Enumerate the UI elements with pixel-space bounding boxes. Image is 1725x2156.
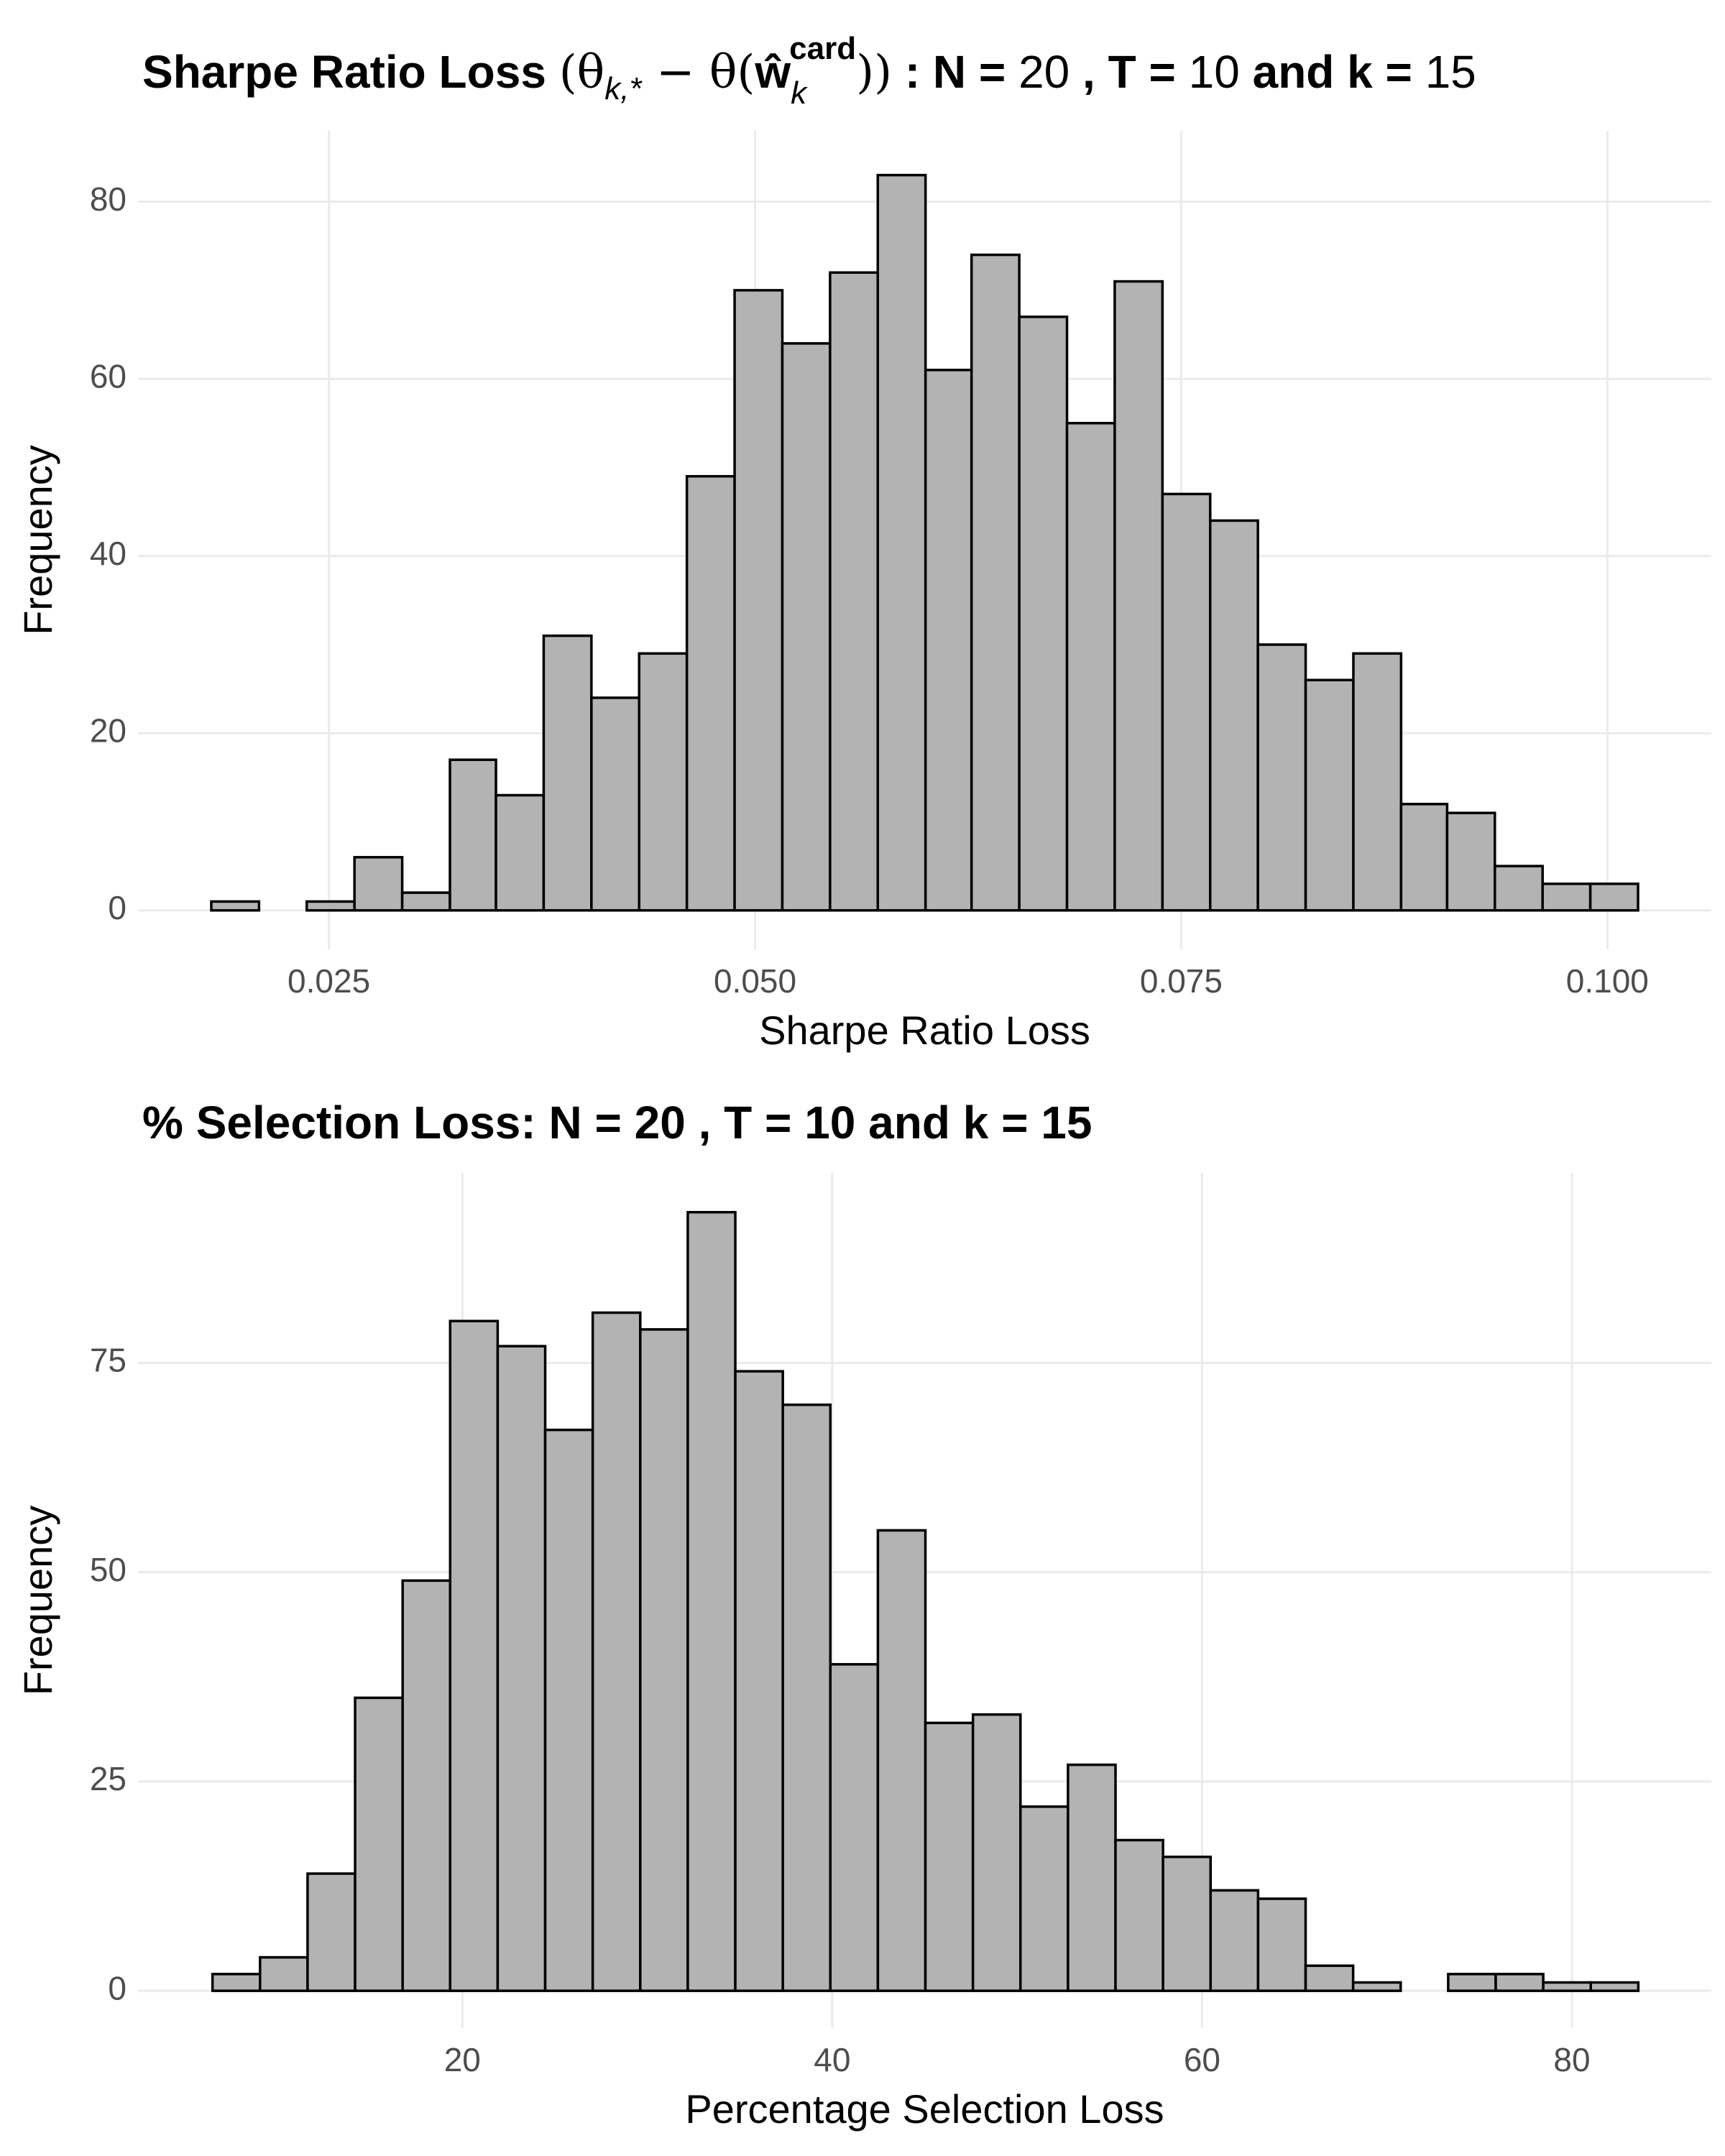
bar (1019, 1805, 1070, 1992)
bar (1494, 865, 1544, 912)
y-tick-label: 40 (90, 535, 126, 572)
bar (401, 1579, 452, 1992)
bar (1542, 1981, 1592, 1992)
chart-title: % Selection Loss: N = 20 , T = 10 and k … (142, 1097, 1092, 1148)
x-tick-label: 0.100 (1566, 962, 1649, 1000)
bar (638, 652, 689, 912)
bar (876, 1529, 927, 1992)
title-part: and k = (1240, 46, 1425, 98)
bar (542, 634, 593, 912)
x-tick-label: 20 (444, 2041, 481, 2078)
bar (1065, 422, 1116, 912)
bar (354, 1696, 404, 1992)
y-axis-label: Frequency (15, 1506, 60, 1696)
x-tick-label: 0.075 (1140, 962, 1223, 1000)
bar (733, 289, 784, 912)
bar (1351, 1981, 1402, 1992)
bar (829, 271, 880, 912)
bar (1447, 1973, 1497, 1992)
bar (685, 474, 736, 912)
bar (305, 900, 356, 912)
bar (1304, 1964, 1355, 1992)
title-part: − θ( (642, 46, 755, 99)
bar (1445, 811, 1496, 912)
bar (591, 1311, 642, 1992)
title-part: k (791, 75, 808, 111)
bar (1018, 315, 1069, 912)
bar (1113, 280, 1164, 912)
bar (1352, 652, 1403, 912)
bar (924, 1721, 975, 1992)
bar (353, 856, 404, 912)
title-part: 20 (1018, 46, 1070, 98)
bar (590, 696, 641, 912)
title-part: 15 (1425, 46, 1476, 98)
bar (1494, 1973, 1545, 1992)
title-part: ŵ (754, 46, 791, 98)
title-part: card (789, 31, 856, 66)
bar (1208, 519, 1259, 912)
bar (494, 793, 546, 912)
y-tick-label: 25 (90, 1760, 126, 1797)
bar (1256, 1897, 1307, 1992)
y-tick-label: 75 (90, 1342, 126, 1379)
bar (781, 342, 832, 912)
bar (1399, 803, 1449, 912)
bar (306, 1872, 356, 1992)
bar (543, 1428, 594, 1992)
bar (496, 1345, 547, 1992)
y-tick-label: 20 (90, 711, 126, 749)
bar (259, 1955, 309, 1992)
title-part: Sharpe Ratio Loss (142, 46, 559, 98)
y-tick-label: 80 (90, 180, 126, 218)
bar (1588, 883, 1639, 912)
bar (1162, 1856, 1213, 1992)
bar (1161, 492, 1212, 912)
x-axis-label: Percentage Selection Loss (685, 2086, 1164, 2132)
bar (448, 758, 497, 912)
x-tick-label: 0.025 (288, 962, 370, 1000)
x-tick-label: 80 (1553, 2041, 1590, 2078)
bar (1589, 1981, 1640, 1992)
bar (686, 1211, 737, 1992)
bar (734, 1370, 784, 1992)
y-axis-label: Frequency (15, 445, 60, 635)
bar (210, 900, 261, 912)
bar (1209, 1889, 1260, 1992)
title-part: (θ (559, 46, 605, 99)
title-part: k,* (604, 71, 643, 106)
bar (400, 891, 451, 912)
bar (971, 1713, 1022, 1992)
title-part: )) (856, 46, 892, 99)
bar (829, 1663, 880, 1992)
bar (211, 1973, 262, 1992)
y-tick-label: 50 (90, 1551, 126, 1588)
bar (448, 1319, 500, 1992)
bar (639, 1328, 689, 1992)
title-part: 10 (1189, 46, 1240, 98)
x-tick-label: 40 (814, 2041, 850, 2078)
bar (1304, 678, 1355, 912)
bar (1256, 643, 1307, 912)
x-axis-label: Sharpe Ratio Loss (759, 1008, 1090, 1053)
title-part: : N = (892, 46, 1018, 98)
bar (1067, 1763, 1117, 1992)
bar (970, 253, 1021, 912)
x-tick-label: 0.050 (714, 962, 796, 1000)
y-tick-label: 0 (108, 889, 126, 926)
bar (1541, 883, 1592, 912)
title-part: , T = (1070, 46, 1188, 98)
bar (924, 369, 973, 912)
bar (781, 1403, 832, 1992)
x-tick-label: 60 (1184, 2041, 1220, 2078)
chart-title: Sharpe Ratio Loss (θk,* − θ(ŵk card)) : N… (142, 31, 1476, 111)
y-tick-label: 0 (108, 1969, 126, 2007)
bar (1114, 1838, 1164, 1992)
bar (876, 173, 927, 912)
y-tick-label: 60 (90, 357, 126, 395)
